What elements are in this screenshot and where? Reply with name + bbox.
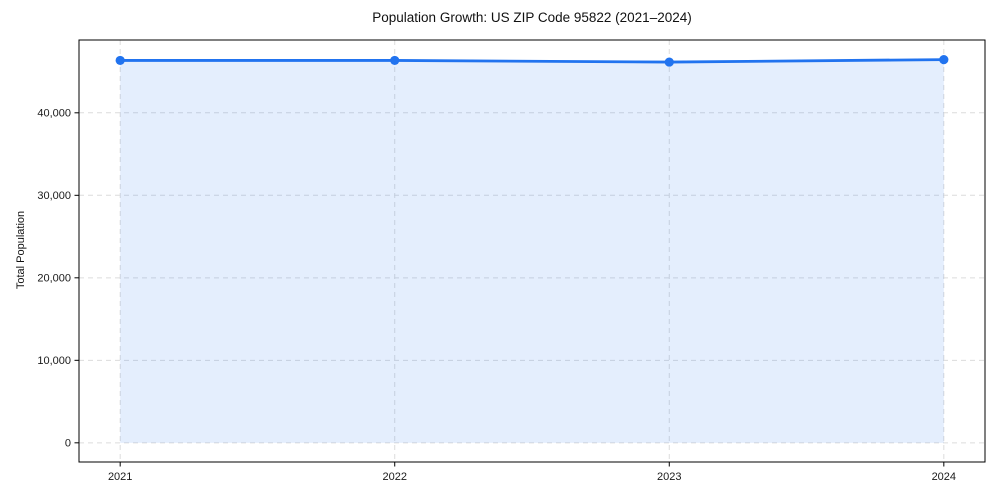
y-tick-label: 10,000 <box>37 355 71 367</box>
data-point-marker <box>939 54 949 65</box>
series-line <box>118 58 946 64</box>
data-point-marker <box>664 57 674 67</box>
x-tick-label: 2021 <box>108 471 132 483</box>
y-tick-label: 20,000 <box>37 273 71 285</box>
axes-spines <box>78 39 986 463</box>
data-point-marker <box>390 55 400 66</box>
x-tick-label: 2024 <box>932 471 956 483</box>
x-tick-label: 2023 <box>657 471 681 483</box>
y-tick-label: 40,000 <box>37 108 71 120</box>
y-tick-label: 30,000 <box>37 190 71 202</box>
area-fill <box>120 59 944 443</box>
data-point-marker <box>115 55 125 66</box>
x-tick-label: 2022 <box>382 471 406 483</box>
chart-title: Population Growth: US ZIP Code 95822 (20… <box>372 10 692 25</box>
y-tick-label: 0 <box>65 438 71 450</box>
